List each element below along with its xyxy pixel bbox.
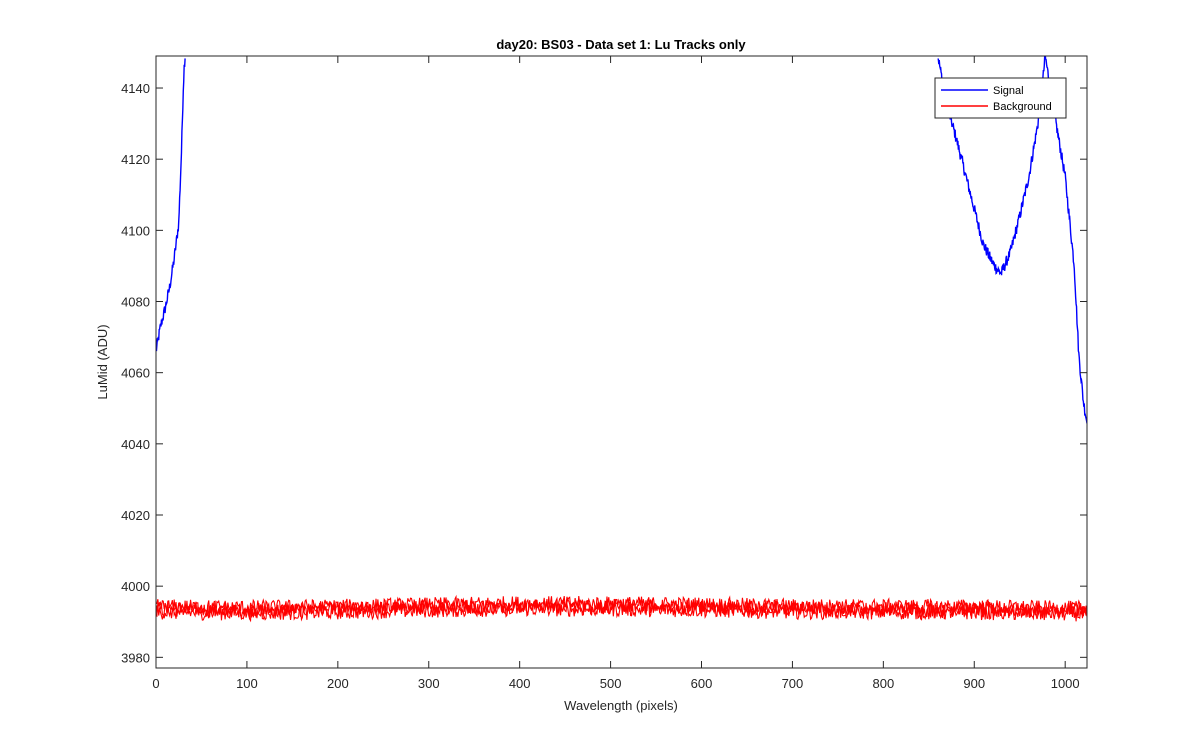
x-tick-label: 600 <box>691 676 713 691</box>
background-line-trace-3 <box>156 594 1087 617</box>
chart-title: day20: BS03 - Data set 1: Lu Tracks only <box>496 37 746 52</box>
x-tick-label: 500 <box>600 676 622 691</box>
legend-label-background: Background <box>993 101 1052 113</box>
signal-line-segment-2 <box>937 56 1087 424</box>
x-axis: 0 100 200 300 400 500 600 700 800 900 1000 <box>152 56 1080 691</box>
y-tick-label: 4000 <box>121 579 150 594</box>
y-axis: 3980 4000 4020 4040 4060 4080 4100 4120 4140 <box>121 81 1087 665</box>
y-tick-label: 4120 <box>121 152 150 167</box>
y-tick-label: 4080 <box>121 295 150 310</box>
x-tick-label: 100 <box>236 676 258 691</box>
x-axis-label: Wavelength (pixels) <box>564 698 678 713</box>
x-tick-label: 200 <box>327 676 349 691</box>
y-axis-label: LuMid (ADU) <box>95 324 110 399</box>
x-tick-label: 400 <box>509 676 531 691</box>
y-tick-label: 3980 <box>121 650 150 665</box>
x-tick-label: 700 <box>782 676 804 691</box>
x-tick-label: 1000 <box>1051 676 1080 691</box>
legend: Signal Background <box>934 77 1067 119</box>
legend-box <box>934 77 1067 119</box>
legend-label-signal: Signal <box>993 85 1024 97</box>
y-tick-label: 4140 <box>121 81 150 96</box>
plot-area <box>156 56 1087 623</box>
x-tick-label: 0 <box>152 676 159 691</box>
plot-frame <box>155 55 1088 669</box>
y-tick-label: 4060 <box>121 366 150 381</box>
y-tick-label: 4020 <box>121 508 150 523</box>
signal-line-segment-1 <box>156 58 186 352</box>
x-tick-label: 800 <box>872 676 894 691</box>
y-tick-label: 4040 <box>121 437 150 452</box>
x-tick-label: 900 <box>963 676 985 691</box>
x-tick-label: 300 <box>418 676 440 691</box>
y-tick-label: 4100 <box>121 223 150 238</box>
